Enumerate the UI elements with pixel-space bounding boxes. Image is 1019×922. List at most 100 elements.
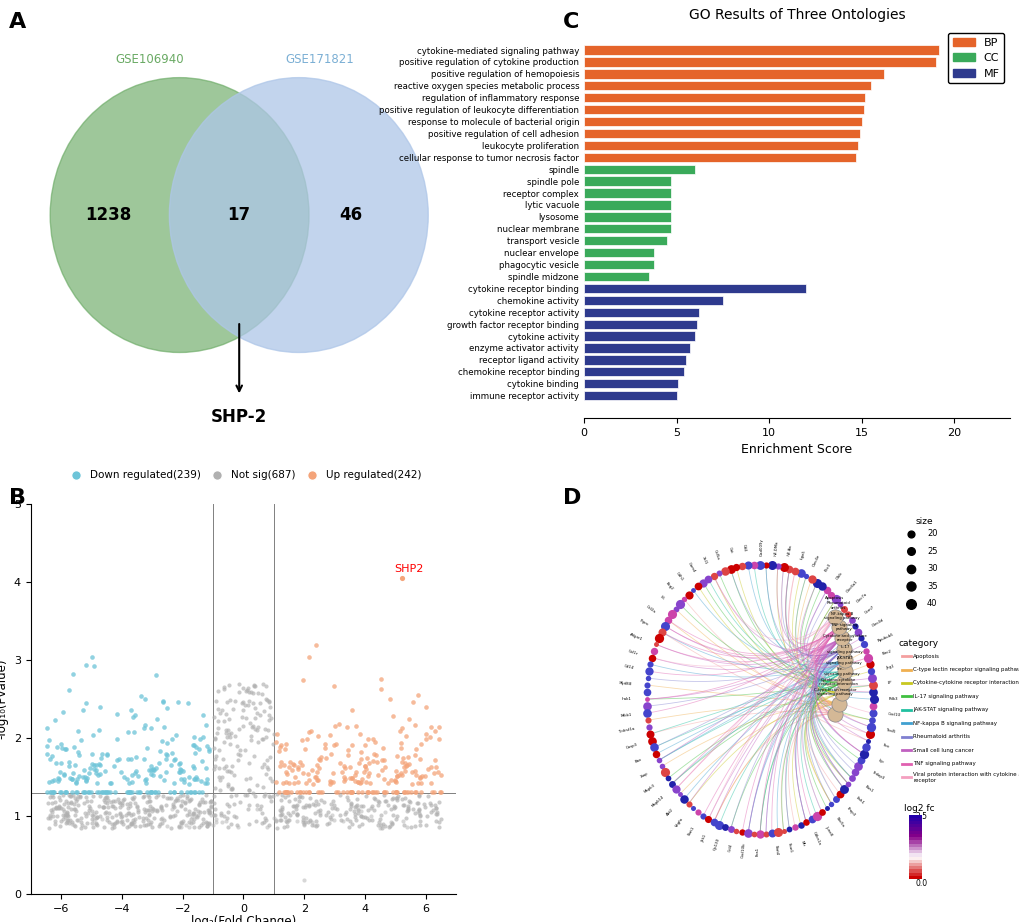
Bar <box>908 857 921 860</box>
Text: Ccl4: Ccl4 <box>727 844 733 853</box>
Point <box>137 717 153 732</box>
Point <box>745 826 761 841</box>
Point <box>128 763 145 778</box>
Point <box>52 792 68 807</box>
Point <box>710 566 727 581</box>
Point <box>129 769 146 784</box>
Point <box>167 727 183 742</box>
Point <box>85 789 101 804</box>
Point <box>862 664 878 679</box>
Point <box>92 758 108 773</box>
Point <box>638 706 654 721</box>
Point <box>75 796 92 810</box>
Point <box>220 820 236 834</box>
Point <box>341 785 358 799</box>
Point <box>271 785 287 799</box>
Point <box>240 693 257 708</box>
Bar <box>584 129 859 138</box>
Point <box>143 721 159 736</box>
Point <box>149 804 165 819</box>
Point <box>182 785 199 799</box>
Point <box>342 795 359 810</box>
Point <box>225 702 242 716</box>
Point <box>325 765 341 780</box>
Point <box>417 732 433 747</box>
Point <box>399 785 416 799</box>
Point <box>168 804 184 819</box>
Point <box>138 818 154 833</box>
Point <box>387 763 404 778</box>
Point <box>376 805 392 820</box>
Point <box>266 810 282 825</box>
Point <box>107 793 123 808</box>
Point <box>405 801 421 816</box>
Point <box>123 774 140 789</box>
Text: Fos1: Fos1 <box>755 846 759 856</box>
Bar <box>584 320 696 329</box>
Point <box>176 774 193 789</box>
Point <box>146 762 162 777</box>
Text: Itga5: Itga5 <box>799 550 806 560</box>
Point <box>48 739 64 754</box>
Point <box>330 785 346 799</box>
Point <box>333 764 350 779</box>
Point <box>861 656 877 671</box>
Point <box>864 699 880 714</box>
Text: Cxcl10: Cxcl10 <box>887 713 900 717</box>
Bar <box>584 272 648 281</box>
Point <box>145 762 161 776</box>
Point <box>340 820 357 834</box>
Point <box>268 734 284 749</box>
Point <box>119 785 136 799</box>
Point <box>261 694 277 709</box>
Point <box>659 612 676 627</box>
Point <box>201 803 217 818</box>
X-axis label: log₂(Fold Change)
Allicin_VS_model: log₂(Fold Change) Allicin_VS_model <box>191 916 296 922</box>
Point <box>432 768 448 783</box>
Text: June8: June8 <box>823 825 833 836</box>
Point <box>102 785 118 799</box>
Point <box>294 672 311 687</box>
Text: Mlr: Mlr <box>799 840 805 847</box>
Text: Cytokine and cytokine
receptor: Cytokine and cytokine receptor <box>822 633 866 643</box>
Point <box>237 771 254 786</box>
Point <box>158 748 174 762</box>
Point <box>422 805 438 820</box>
Point <box>317 737 333 751</box>
Point <box>716 563 733 578</box>
Point <box>361 765 377 780</box>
Point <box>822 587 839 602</box>
Bar <box>584 236 666 245</box>
Point <box>221 737 237 751</box>
Point <box>400 711 417 726</box>
Point <box>429 804 445 819</box>
Point <box>638 685 654 700</box>
Point <box>56 742 72 757</box>
Point <box>219 763 235 778</box>
Point <box>43 774 59 788</box>
Point <box>95 800 111 815</box>
Point <box>277 813 293 828</box>
Point <box>128 785 145 799</box>
Point <box>135 811 151 826</box>
Point <box>170 792 186 807</box>
Point <box>230 677 247 692</box>
Point <box>195 816 211 831</box>
Point <box>139 785 155 799</box>
Point <box>110 751 126 766</box>
Point <box>296 873 312 888</box>
Bar <box>584 343 689 352</box>
Point <box>206 796 222 810</box>
Point <box>72 821 89 835</box>
Ellipse shape <box>50 77 309 352</box>
Point <box>322 728 338 743</box>
Point <box>129 804 146 819</box>
Point <box>128 798 145 813</box>
Point <box>336 772 353 786</box>
Point <box>73 818 90 833</box>
Point <box>364 798 380 813</box>
Point <box>705 815 721 830</box>
Point <box>92 700 108 715</box>
Point <box>83 785 99 799</box>
Point <box>186 785 203 799</box>
